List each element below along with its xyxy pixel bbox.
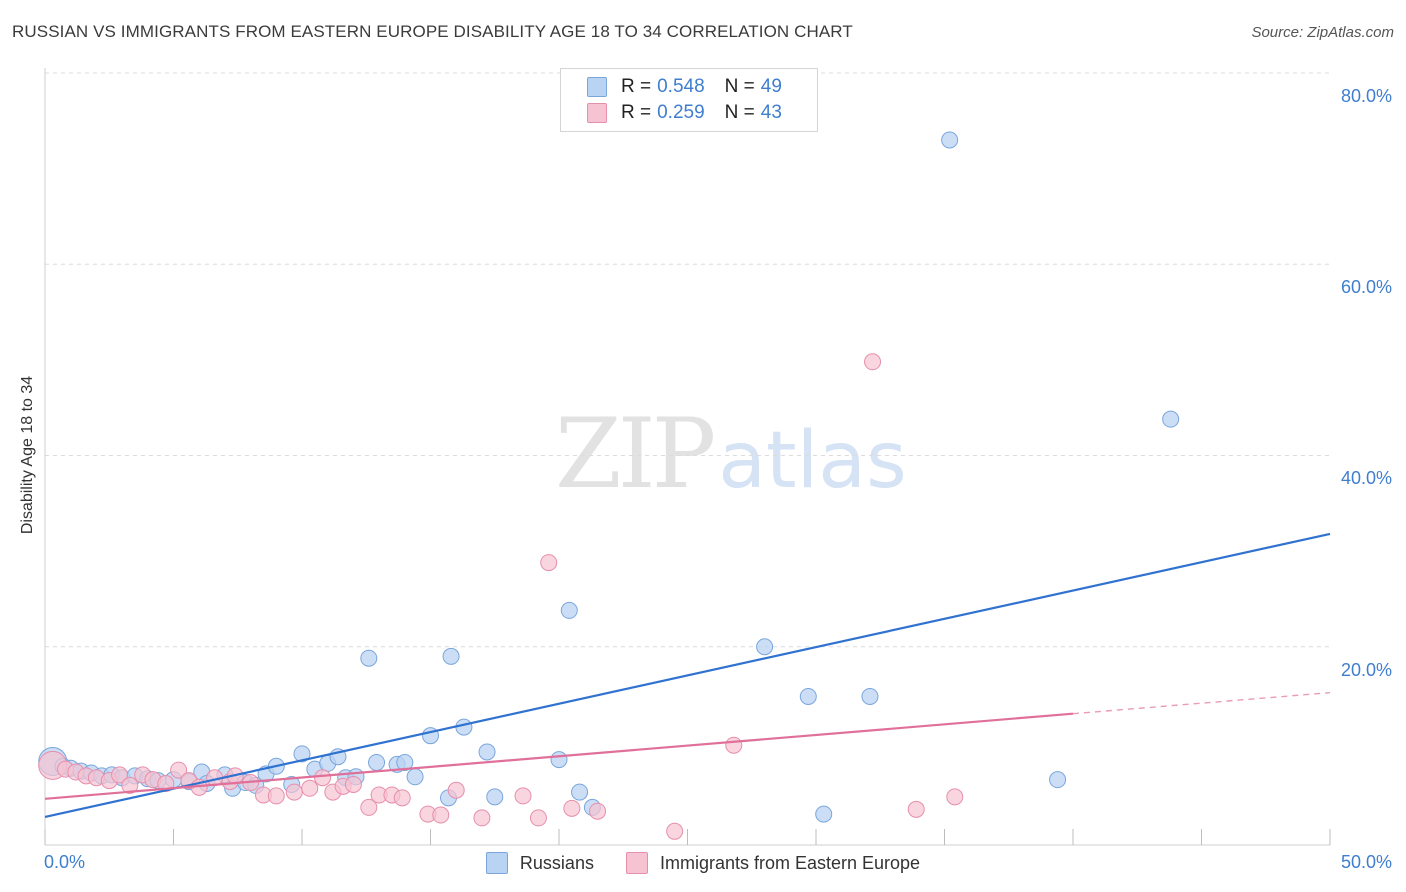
point-russians xyxy=(368,753,386,771)
point-immigrants xyxy=(267,787,285,805)
immigrants-swatch xyxy=(587,103,607,123)
point-immigrants xyxy=(864,353,882,371)
point-immigrants xyxy=(514,787,532,805)
point-immigrants xyxy=(170,761,188,779)
legend-row-immigrants: R = 0.259 N = 43 xyxy=(587,101,782,125)
point-russians xyxy=(550,751,568,769)
legend-n-label: N = xyxy=(724,76,755,97)
point-russians xyxy=(360,649,378,667)
trend-line-russians xyxy=(44,532,1331,819)
point-russians xyxy=(560,601,578,619)
point-russians xyxy=(1049,771,1067,789)
point-immigrants xyxy=(432,806,450,824)
watermark-atlas: atlas xyxy=(718,416,907,506)
legend-n-value-immigrants: 43 xyxy=(760,102,782,123)
russians-swatch xyxy=(587,77,607,97)
y-tick-label-40: 40.0% xyxy=(1340,468,1392,488)
point-russians xyxy=(406,768,424,786)
point-russians xyxy=(815,805,833,823)
legend-r-label: R = xyxy=(621,102,652,123)
trend-line-immigrants xyxy=(44,712,1074,800)
point-immigrants xyxy=(393,789,411,807)
x-tick-label-min: 0.0% xyxy=(44,852,86,872)
point-russians xyxy=(478,743,496,761)
point-immigrants xyxy=(666,822,684,840)
point-immigrants xyxy=(907,800,925,818)
stats-legend: R = 0.548 N = 49 R = 0.259 N = 43 xyxy=(560,68,818,132)
point-russians xyxy=(396,753,414,771)
point-russians xyxy=(756,638,774,656)
chart-title: RUSSIAN VS IMMIGRANTS FROM EASTERN EUROP… xyxy=(12,22,853,41)
legend-n-label: N = xyxy=(724,102,755,123)
point-immigrants xyxy=(725,736,743,754)
legend-item-russians[interactable]: Russians xyxy=(485,852,594,874)
trend-line-extension-immigrants xyxy=(1072,691,1331,715)
watermark: ZIPatlas xyxy=(555,398,907,510)
legend-label-russians: Russians xyxy=(519,852,594,873)
point-immigrants xyxy=(111,766,129,784)
watermark-zip: ZIP xyxy=(555,398,716,510)
y-tick-label-20: 20.0% xyxy=(1340,660,1392,680)
y-axis-label: Disability Age 18 to 34 xyxy=(19,375,36,535)
point-russians xyxy=(442,647,460,665)
y-tick-label-60: 60.0% xyxy=(1340,277,1392,297)
immigrants-legend-swatch xyxy=(625,852,648,874)
legend-label-immigrants: Immigrants from Eastern Europe xyxy=(659,852,921,873)
point-russians xyxy=(486,788,504,806)
point-russians xyxy=(861,687,879,705)
point-russians xyxy=(571,783,589,801)
series-legend: Russians Immigrants from Eastern Europe xyxy=(0,852,1406,874)
point-immigrants xyxy=(540,554,558,572)
point-immigrants xyxy=(344,775,362,793)
point-immigrants xyxy=(314,769,332,787)
point-immigrants xyxy=(589,802,607,820)
point-immigrants xyxy=(946,788,964,806)
point-russians xyxy=(455,718,473,736)
legend-r-label: R = xyxy=(621,76,652,97)
legend-row-russians: R = 0.548 N = 49 xyxy=(587,75,782,99)
point-immigrants xyxy=(121,776,139,794)
point-immigrants xyxy=(473,809,491,827)
point-immigrants xyxy=(447,781,465,799)
point-russians xyxy=(1162,410,1180,428)
point-russians xyxy=(799,687,817,705)
point-russians xyxy=(941,131,959,149)
legend-r-value-immigrants: 0.259 xyxy=(657,102,705,123)
source-label: Source: ZipAtlas.com xyxy=(1251,24,1394,41)
point-immigrants xyxy=(563,799,581,817)
point-immigrants xyxy=(529,809,547,827)
y-tick-label-80: 80.0% xyxy=(1340,86,1392,106)
point-russians xyxy=(293,745,311,763)
point-immigrants xyxy=(285,783,303,801)
russians-legend-swatch xyxy=(485,852,508,874)
legend-r-value-russians: 0.548 xyxy=(657,76,705,97)
point-immigrants xyxy=(301,779,319,797)
x-tick-label-max: 50.0% xyxy=(1340,852,1392,872)
point-immigrants xyxy=(360,798,378,816)
legend-n-value-russians: 49 xyxy=(760,76,782,97)
legend-item-immigrants[interactable]: Immigrants from Eastern Europe xyxy=(625,852,921,874)
